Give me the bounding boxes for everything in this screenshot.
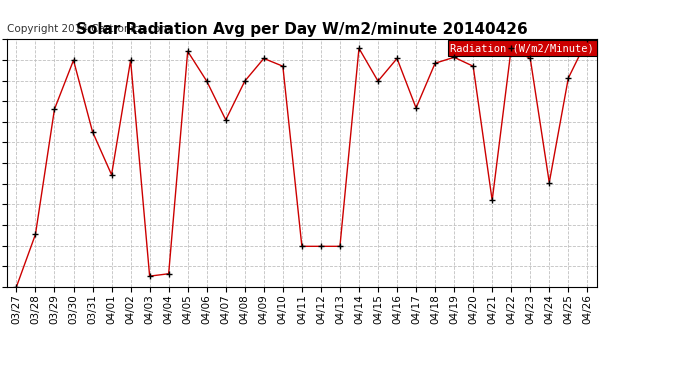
Text: Radiation (W/m2/Minute): Radiation (W/m2/Minute) [450, 43, 594, 53]
Title: Solar Radiation Avg per Day W/m2/minute 20140426: Solar Radiation Avg per Day W/m2/minute … [76, 22, 528, 37]
Text: Copyright 2014 Cartronics.com: Copyright 2014 Cartronics.com [7, 24, 170, 34]
